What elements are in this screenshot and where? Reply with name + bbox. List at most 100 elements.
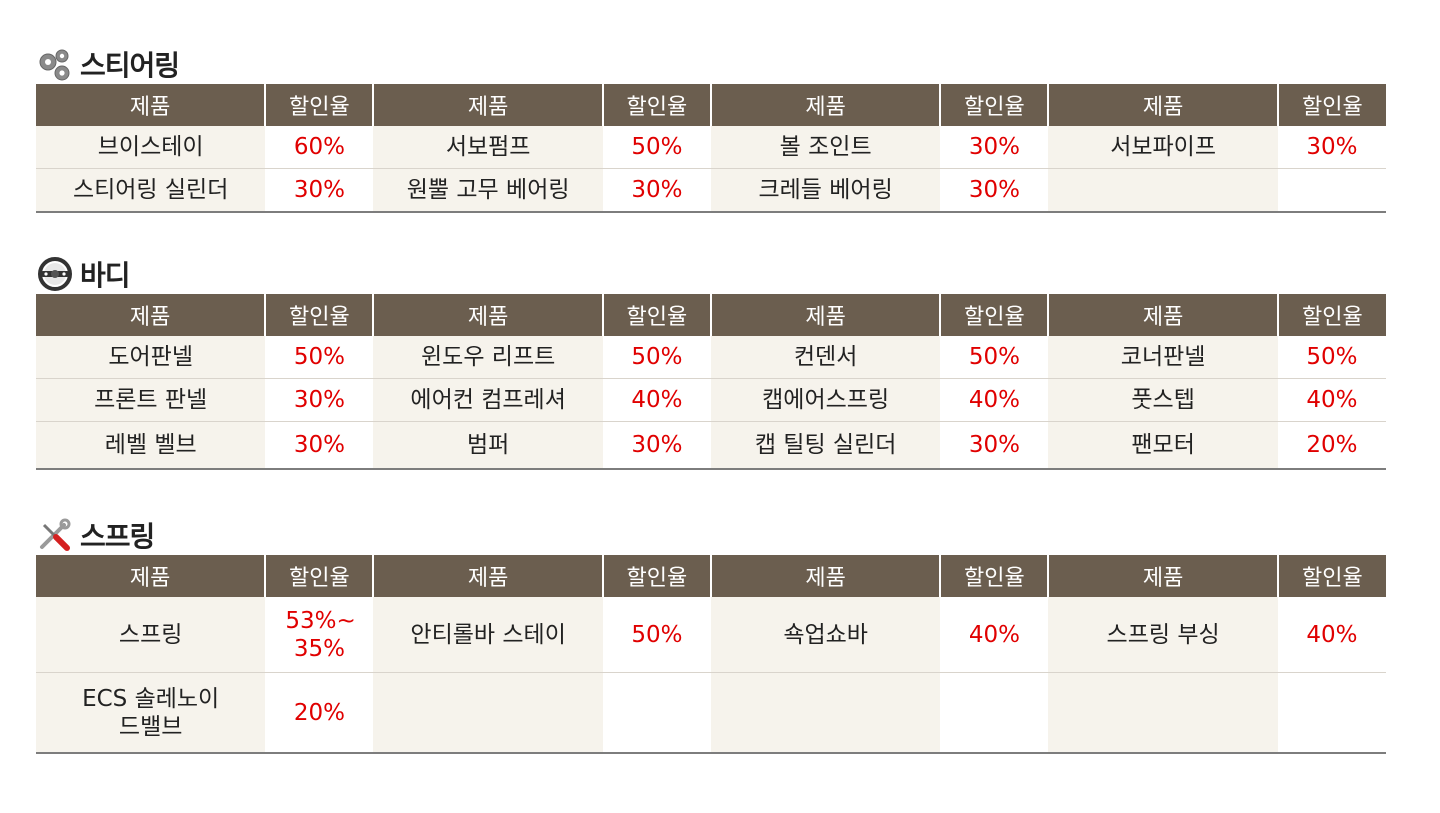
header-rate: 할인율: [940, 84, 1050, 126]
header-rate: 할인율: [602, 294, 712, 336]
product-cell: 프론트 판넬: [36, 378, 266, 422]
section-title: 스프링: [36, 515, 1386, 555]
rate-cell: 30%: [265, 421, 374, 469]
header-product: 제품: [1048, 294, 1279, 336]
rate-cell: 40%: [940, 378, 1049, 422]
rate-cell: 60%: [265, 126, 374, 169]
product-cell: 윈도우 리프트: [373, 336, 603, 379]
rate-cell: 30%: [602, 421, 711, 469]
rate-cell: 40%: [940, 597, 1049, 673]
product-cell: [710, 672, 941, 753]
product-cell: 크레들 베어링: [710, 168, 941, 212]
table-header-row: 제품 할인율 제품 할인율 제품 할인율 제품 할인율: [36, 555, 1386, 597]
table-header-row: 제품 할인율 제품 할인율 제품 할인율 제품 할인율: [36, 84, 1386, 126]
product-cell: 서보파이프: [1048, 126, 1278, 169]
product-cell: 브이스테이: [36, 126, 266, 169]
rate-cell: [1277, 672, 1386, 753]
rate-cell: 30%: [940, 126, 1049, 169]
table-row: 스프링 53%~ 35% 안티롤바 스테이 50% 쇽업쇼바 40% 스프링 부…: [36, 597, 1386, 673]
rate-cell: [602, 672, 711, 753]
header-product: 제품: [373, 555, 604, 597]
table-header-row: 제품 할인율 제품 할인율 제품 할인율 제품 할인율: [36, 294, 1386, 336]
header-rate: 할인율: [265, 555, 375, 597]
header-product: 제품: [373, 84, 604, 126]
steering-wheel-icon: [36, 256, 76, 292]
rate-cell: 50%: [602, 597, 711, 673]
product-cell: 캡에어스프링: [710, 378, 941, 422]
section-title: 스티어링: [36, 44, 1386, 84]
product-cell: 레벨 벨브: [36, 421, 266, 469]
header-rate: 할인율: [602, 84, 712, 126]
rate-cell: 40%: [602, 378, 711, 422]
rate-cell: 50%: [602, 336, 711, 379]
product-cell: 원뿔 고무 베어링: [373, 168, 603, 212]
table-row: 레벨 벨브 30% 범퍼 30% 캡 틸팅 실린더 30% 팬모터 20%: [36, 421, 1386, 469]
product-cell: 범퍼: [373, 421, 603, 469]
product-cell: [1048, 168, 1278, 212]
rate-cell: 50%: [602, 126, 711, 169]
section-steering: 스티어링 제품 할인율 제품 할인율 제품 할인율 제품 할인율 브이스테이 6…: [36, 44, 1386, 213]
product-cell: 코너판넬: [1048, 336, 1278, 379]
header-rate: 할인율: [940, 294, 1050, 336]
rate-cell: [1277, 168, 1386, 212]
product-cell: 볼 조인트: [710, 126, 941, 169]
header-rate: 할인율: [265, 84, 375, 126]
header-product: 제품: [36, 294, 267, 336]
product-cell: 안티롤바 스테이: [373, 597, 603, 673]
header-product: 제품: [710, 555, 942, 597]
product-cell: 서보펌프: [373, 126, 603, 169]
table-row: 스티어링 실린더 30% 원뿔 고무 베어링 30% 크레들 베어링 30%: [36, 168, 1386, 212]
table-row: ECS 솔레노이드밸브 20%: [36, 672, 1386, 753]
product-cell: 풋스텝: [1048, 378, 1278, 422]
product-cell: 팬모터: [1048, 421, 1278, 469]
header-rate: 할인율: [1277, 294, 1386, 336]
rate-cell: 30%: [1277, 126, 1386, 169]
product-cell: 도어판넬: [36, 336, 266, 379]
section-body: 바디 제품 할인율 제품 할인율 제품 할인율 제품 할인율 도어판넬 50% …: [36, 254, 1386, 470]
header-product: 제품: [710, 294, 942, 336]
header-product: 제품: [36, 555, 267, 597]
header-rate: 할인율: [265, 294, 375, 336]
section-title-label: 바디: [80, 259, 131, 292]
product-cell: 캡 틸팅 실린더: [710, 421, 941, 469]
product-cell: 쇽업쇼바: [710, 597, 941, 673]
product-cell: [1048, 672, 1278, 753]
rate-cell: 40%: [1277, 597, 1386, 673]
tools-icon: [36, 517, 76, 553]
rate-cell: 30%: [940, 421, 1049, 469]
rate-cell: 30%: [265, 168, 374, 212]
discount-table-body: 제품 할인율 제품 할인율 제품 할인율 제품 할인율 도어판넬 50% 윈도우…: [36, 294, 1386, 470]
header-product: 제품: [1048, 84, 1279, 126]
rate-cell: 50%: [940, 336, 1049, 379]
product-cell: ECS 솔레노이드밸브: [36, 672, 266, 753]
header-rate: 할인율: [940, 555, 1050, 597]
table-row: 프론트 판넬 30% 에어컨 컴프레셔 40% 캡에어스프링 40% 풋스텝 4…: [36, 378, 1386, 422]
gears-icon: [36, 46, 76, 82]
section-title-label: 스티어링: [80, 49, 180, 82]
rate-cell: 50%: [1277, 336, 1386, 379]
header-product: 제품: [373, 294, 604, 336]
table-row: 도어판넬 50% 윈도우 리프트 50% 컨덴서 50% 코너판넬 50%: [36, 336, 1386, 379]
header-product: 제품: [36, 84, 267, 126]
product-cell: 스티어링 실린더: [36, 168, 266, 212]
header-rate: 할인율: [1277, 84, 1386, 126]
header-rate: 할인율: [1277, 555, 1386, 597]
product-cell: 스프링 부싱: [1048, 597, 1278, 673]
section-title: 바디: [36, 254, 1386, 294]
rate-cell: 40%: [1277, 378, 1386, 422]
header-product: 제품: [710, 84, 942, 126]
rate-cell: 30%: [265, 378, 374, 422]
discount-table-steering: 제품 할인율 제품 할인율 제품 할인율 제품 할인율 브이스테이 60% 서보…: [36, 84, 1386, 213]
discount-table-spring: 제품 할인율 제품 할인율 제품 할인율 제품 할인율 스프링 53%~ 35%…: [36, 555, 1386, 754]
section-spring: 스프링 제품 할인율 제품 할인율 제품 할인율 제품 할인율 스프링 53%~…: [36, 515, 1386, 754]
rate-cell: 53%~ 35%: [265, 597, 374, 673]
product-cell: 컨덴서: [710, 336, 941, 379]
rate-cell: 20%: [1277, 421, 1386, 469]
header-product: 제품: [1048, 555, 1279, 597]
product-cell: 에어컨 컴프레셔: [373, 378, 603, 422]
header-rate: 할인율: [602, 555, 712, 597]
rate-cell: 30%: [602, 168, 711, 212]
product-cell: 스프링: [36, 597, 266, 673]
rate-cell: 50%: [265, 336, 374, 379]
rate-cell: 20%: [265, 672, 374, 753]
